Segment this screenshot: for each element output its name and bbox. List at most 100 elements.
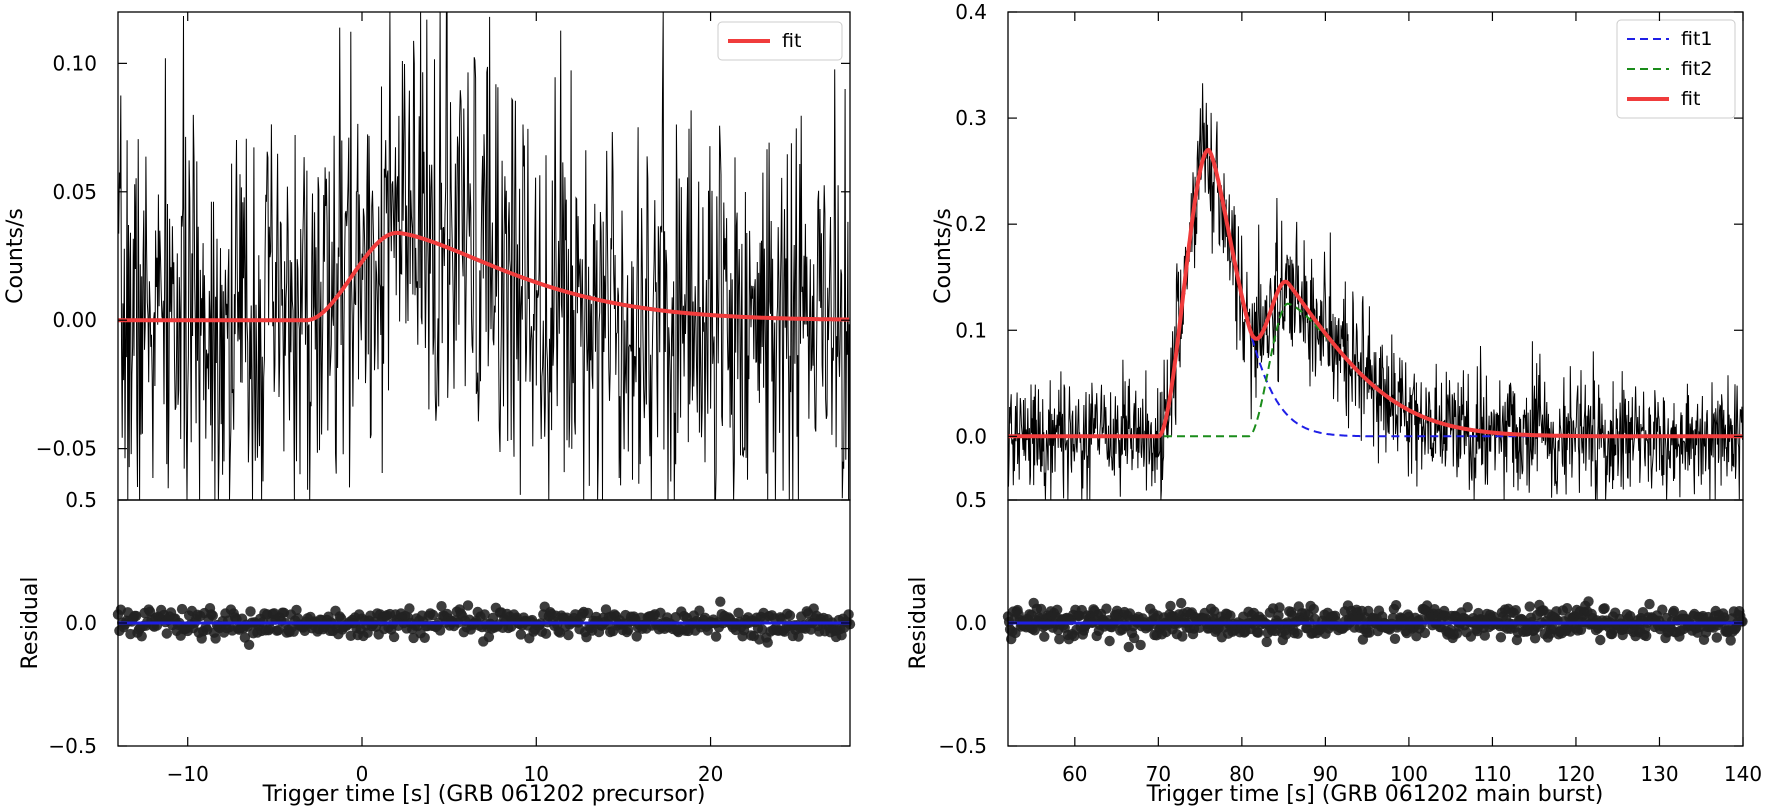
right-residual-point [1280, 629, 1292, 640]
right-top-ytick-label: 0.1 [955, 318, 987, 342]
right-residual-point [1561, 603, 1573, 614]
right-residual-point [1479, 630, 1491, 641]
right-residual-point [1225, 610, 1236, 621]
right-legend-label-fit2: fit2 [1681, 58, 1713, 80]
right-residual-traces [1002, 596, 1748, 653]
left-residual-point [600, 604, 612, 615]
right-xtick-label: 140 [1724, 762, 1762, 786]
left-residual-point [582, 607, 594, 619]
left-residual-point [136, 631, 147, 642]
left-residual-point [715, 596, 726, 607]
left-panel: −0.05 0.00 0.05 0.10 Counts/s fit −0.5 0.0 0.… [3, 11, 856, 807]
right-residual-point [1129, 632, 1140, 644]
left-legend: fit [717, 21, 843, 61]
right-xtick-label: 70 [1146, 762, 1171, 786]
right-residual-point [1657, 604, 1668, 615]
right-xtick-label: 130 [1640, 762, 1678, 786]
right-residual-point [1390, 600, 1402, 611]
left-top-yticks: −0.05 0.00 0.05 0.10 [36, 51, 850, 461]
left-residual-ytick-label: 0.5 [65, 488, 97, 512]
right-residual-point [1462, 602, 1473, 613]
right-residual-ylabel: Residual [906, 577, 931, 670]
right-residual-point [1711, 632, 1723, 643]
right-top-yticks: 0.0 0.1 0.2 0.3 0.4 [955, 0, 1743, 448]
right-top-traces [1006, 83, 1745, 501]
right-residual-point [1419, 627, 1431, 639]
left-residual-point [273, 625, 284, 636]
left-residual-point [710, 631, 722, 642]
right-residual-point [1411, 631, 1422, 642]
right-residual-point [1039, 631, 1050, 642]
right-legend: fit1 fit2 fit [1616, 19, 1736, 119]
right-residual-point [1644, 598, 1655, 610]
right-residual-point [1668, 605, 1680, 617]
right-top-ylabel: Counts/s [931, 208, 956, 304]
left-residual-point [631, 631, 642, 642]
right-top-ytick-label: 0.4 [955, 0, 987, 24]
right-residual-ytick-label: 0.0 [955, 611, 987, 635]
right-residual-point [1364, 627, 1375, 638]
right-residual-point [1273, 610, 1284, 621]
left-residual-point [388, 631, 400, 643]
right-residual-point [1495, 632, 1507, 643]
left-residual-point [483, 631, 495, 643]
left-top-plot: −0.05 0.00 0.05 0.10 Counts/s fit [3, 11, 851, 501]
right-fit-curve [1006, 147, 1745, 439]
left-top-ytick-label: −0.05 [36, 437, 97, 461]
right-residual-point [1274, 602, 1285, 613]
left-residual-point [419, 632, 430, 643]
right-residual-point [1176, 597, 1187, 609]
right-residual-ytick-label: −0.5 [938, 734, 987, 758]
left-xtick-label: −10 [167, 762, 209, 786]
left-residual-point [161, 628, 172, 639]
right-residual-point [1123, 641, 1135, 653]
right-residual-ytick-label: 0.5 [955, 488, 987, 512]
right-residual-point [1135, 639, 1146, 651]
right-legend-label-fit: fit [1681, 88, 1700, 110]
left-residual-point [291, 604, 302, 616]
left-residual-point [694, 605, 705, 616]
left-residual-point [243, 639, 255, 650]
left-residual-point [462, 600, 474, 611]
left-top-traces [116, 11, 851, 501]
left-residual-point [130, 610, 142, 622]
right-residual-point [1583, 596, 1594, 607]
right-residual-point [1104, 635, 1115, 647]
right-xtick-label: 100 [1390, 762, 1428, 786]
left-residual-ytick-label: −0.5 [48, 734, 97, 758]
right-residual-point [1575, 624, 1587, 635]
right-residual-point [1035, 603, 1047, 615]
right-residual-point [1524, 601, 1535, 612]
left-residual-point [757, 624, 768, 635]
right-residual-point [1529, 633, 1541, 644]
left-legend-box [717, 21, 843, 61]
left-xtick-label: 0 [356, 762, 369, 786]
left-top-ytick-label: 0.00 [52, 308, 97, 332]
right-residual-point [1054, 634, 1065, 645]
left-fit-curve [116, 230, 851, 323]
right-top-ytick-label: 0.2 [955, 212, 987, 236]
right-residual-point [1292, 628, 1303, 639]
left-residual-point [762, 637, 773, 648]
left-residual-point [623, 624, 634, 635]
left-residual-point [843, 609, 854, 620]
left-top-ytick-label: 0.10 [52, 51, 97, 75]
left-residual-point [436, 601, 447, 612]
left-residual-point [733, 607, 744, 618]
right-residual-point [1389, 633, 1401, 644]
right-lightcurve [1007, 83, 1744, 501]
right-xticks: 60 70 80 90 100 110 120 130 140 [1062, 12, 1762, 786]
left-residual-ylabel: Residual [18, 577, 43, 670]
right-residual-plot: −0.5 0.0 0.5 60 70 80 90 100 110 120 130 140 Resid… [906, 12, 1762, 807]
right-residual-point [1308, 603, 1320, 615]
right-top-ytick-label: 0.3 [955, 106, 987, 130]
right-fit1-curve [1008, 148, 1743, 438]
right-residual-point [1253, 627, 1264, 638]
right-residual-point [1177, 631, 1188, 642]
right-panel: 0.0 0.1 0.2 0.3 0.4 Counts/s fit1 fit2 fit −0.… [906, 0, 1762, 807]
right-xtick-label: 90 [1313, 762, 1338, 786]
right-residual-point [1101, 603, 1112, 614]
right-xtick-label: 60 [1062, 762, 1087, 786]
left-residual-point [793, 631, 804, 642]
